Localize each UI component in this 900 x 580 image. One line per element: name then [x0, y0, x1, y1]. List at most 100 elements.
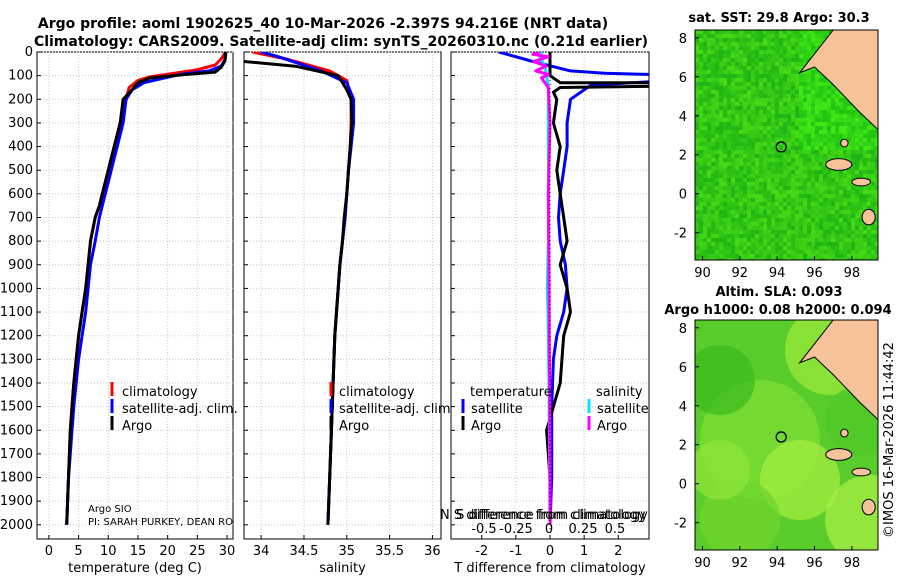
field-cell [727, 166, 731, 170]
field-cell [803, 46, 807, 50]
field-cell [739, 206, 743, 210]
field-cell [699, 118, 703, 122]
field-cell [735, 50, 739, 54]
field-cell [763, 134, 767, 138]
field-cell [835, 170, 839, 174]
field-cell [823, 254, 827, 258]
field-cell [863, 198, 867, 202]
field-cell [787, 158, 791, 162]
field-cell [791, 210, 795, 214]
field-cell [767, 78, 771, 82]
field-cell [855, 114, 859, 118]
field-cell [711, 114, 715, 118]
field-cell [775, 166, 779, 170]
field-cell [739, 98, 743, 102]
field-cell [763, 158, 767, 162]
field-cell [835, 198, 839, 202]
field-cell [715, 46, 719, 50]
field-cell [695, 158, 699, 162]
field-cell [859, 234, 863, 238]
field-cell [767, 170, 771, 174]
field-cell [807, 178, 811, 182]
field-cell [851, 158, 855, 162]
field-cell [739, 234, 743, 238]
field-cell [827, 126, 831, 130]
field-cell [811, 158, 815, 162]
field-cell [747, 186, 751, 190]
overflow-axis-text: N S difference from climatology [440, 508, 646, 523]
field-cell [707, 234, 711, 238]
field-cell [831, 246, 835, 250]
field-cell [719, 66, 723, 70]
island [861, 208, 876, 226]
field-cell [843, 130, 847, 134]
field-cell [779, 190, 783, 194]
field-cell [743, 98, 747, 102]
field-cell [787, 202, 791, 206]
field-cell [823, 206, 827, 210]
field-cell [807, 138, 811, 142]
field-cell [743, 194, 747, 198]
field-cell [731, 150, 735, 154]
field-cell [723, 226, 727, 230]
field-cell [807, 46, 811, 50]
field-cell [767, 178, 771, 182]
field-cell [863, 138, 867, 142]
field-cell [755, 94, 759, 98]
field-cell [843, 230, 847, 234]
field-cell [819, 38, 823, 42]
field-cell [823, 166, 827, 170]
field-cell [771, 166, 775, 170]
field-cell [791, 146, 795, 150]
field-cell [739, 46, 743, 50]
field-cell [835, 174, 839, 178]
y-tick-label: 1500 [0, 400, 33, 415]
field-cell [735, 94, 739, 98]
field-cell [703, 58, 707, 62]
field-cell [799, 146, 803, 150]
field-cell [759, 190, 763, 194]
field-cell [743, 254, 747, 258]
field-cell [823, 222, 827, 226]
field-cell [719, 174, 723, 178]
field-cell [835, 222, 839, 226]
field-cell [815, 166, 819, 170]
field-cell [839, 250, 843, 254]
field-cell [703, 70, 707, 74]
field-cell [795, 210, 799, 214]
field-cell [731, 258, 735, 260]
field-cell [811, 194, 815, 198]
field-cell [771, 178, 775, 182]
field-cell [831, 230, 835, 234]
field-cell [703, 206, 707, 210]
field-cell [703, 110, 707, 114]
field-cell [783, 86, 787, 90]
field-cell [859, 246, 863, 250]
field-cell [739, 178, 743, 182]
field-cell [871, 230, 875, 234]
field-cell [715, 146, 719, 150]
field-cell [731, 250, 735, 254]
field-cell [847, 230, 851, 234]
field-cell [775, 90, 779, 94]
field-cell [827, 146, 831, 150]
field-cell [843, 118, 847, 122]
field-cell [811, 190, 815, 194]
field-cell [727, 234, 731, 238]
field-cell [767, 130, 771, 134]
field-cell [815, 106, 819, 110]
field-cell [827, 158, 831, 162]
field-cell [807, 210, 811, 214]
field-cell [759, 118, 763, 122]
field-cell [727, 190, 731, 194]
field-cell [731, 126, 735, 130]
field-cell [743, 258, 747, 260]
field-cell [839, 206, 843, 210]
field-cell [795, 250, 799, 254]
field-cell [719, 158, 723, 162]
field-cell [775, 194, 779, 198]
field-cell [771, 154, 775, 158]
legend-group-label: salinity [596, 385, 643, 400]
field-cell [823, 214, 827, 218]
field-cell [739, 198, 743, 202]
